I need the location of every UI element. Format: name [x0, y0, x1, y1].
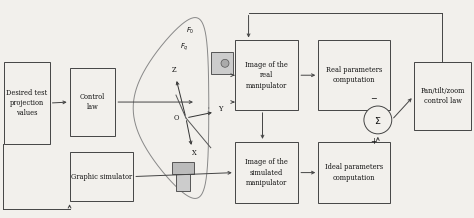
Bar [4, 62, 50, 144]
Text: Graphic simulator: Graphic simulator [71, 173, 132, 181]
Text: Y: Y [219, 105, 223, 113]
Text: Ideal parameters
computation: Ideal parameters computation [325, 164, 383, 182]
Text: X: X [191, 149, 196, 157]
Bar [211, 52, 233, 74]
Text: $F_0$: $F_0$ [186, 26, 194, 36]
Text: Z: Z [172, 66, 176, 74]
Circle shape [221, 59, 229, 67]
Bar [70, 68, 115, 136]
Text: Real parameters
computation: Real parameters computation [326, 66, 382, 84]
Text: Image of the
simulated
manipulator: Image of the simulated manipulator [245, 158, 288, 187]
Bar [172, 162, 194, 174]
Text: Pan/tilt/zoom
control law: Pan/tilt/zoom control law [420, 87, 465, 105]
Text: Image of the
real
manipulator: Image of the real manipulator [245, 61, 288, 90]
Bar [235, 142, 298, 203]
Bar [235, 41, 298, 110]
Text: O: O [173, 114, 179, 122]
Text: $\Sigma$: $\Sigma$ [374, 115, 382, 126]
Bar [70, 152, 133, 201]
Text: Desired test
projection
values: Desired test projection values [6, 89, 47, 118]
Bar [318, 41, 390, 110]
Bar [318, 142, 390, 203]
Bar [176, 172, 190, 191]
Text: $F_q$: $F_q$ [180, 41, 188, 53]
Text: Control
law: Control law [80, 93, 105, 111]
Text: −: − [371, 94, 377, 103]
Bar [414, 62, 471, 130]
Circle shape [364, 106, 392, 134]
Text: +: + [371, 137, 377, 146]
